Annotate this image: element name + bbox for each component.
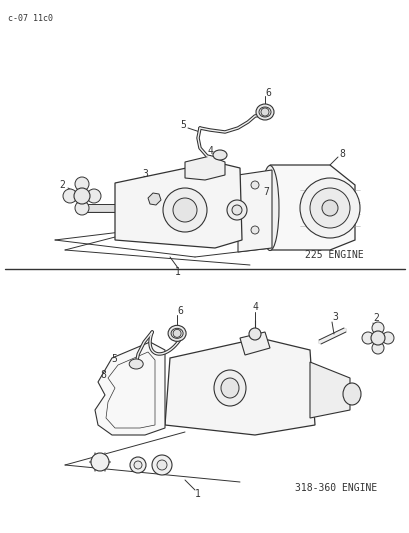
Circle shape xyxy=(157,460,166,470)
Text: 3: 3 xyxy=(142,169,148,179)
Circle shape xyxy=(370,331,384,345)
Circle shape xyxy=(91,453,109,471)
Text: 6: 6 xyxy=(264,88,270,98)
Text: 6: 6 xyxy=(177,306,182,317)
Text: 4: 4 xyxy=(252,302,257,312)
Circle shape xyxy=(134,461,142,469)
Circle shape xyxy=(371,342,383,354)
Text: 8: 8 xyxy=(338,149,344,159)
Polygon shape xyxy=(309,362,349,418)
Polygon shape xyxy=(148,193,161,205)
Text: 318-360 ENGINE: 318-360 ENGINE xyxy=(294,483,376,493)
Circle shape xyxy=(381,332,393,344)
Circle shape xyxy=(130,457,146,473)
Polygon shape xyxy=(184,156,225,180)
Text: 225 ENGINE: 225 ENGINE xyxy=(304,250,363,260)
Ellipse shape xyxy=(342,383,360,405)
Circle shape xyxy=(152,455,172,475)
Circle shape xyxy=(173,198,196,222)
Polygon shape xyxy=(239,332,270,355)
Text: 2: 2 xyxy=(372,313,378,323)
Circle shape xyxy=(87,189,101,203)
Ellipse shape xyxy=(129,359,143,369)
Circle shape xyxy=(248,328,261,340)
Ellipse shape xyxy=(261,166,278,251)
Ellipse shape xyxy=(213,370,245,406)
Text: 4: 4 xyxy=(207,146,212,156)
Text: 7: 7 xyxy=(263,187,268,197)
Circle shape xyxy=(173,329,181,337)
Polygon shape xyxy=(95,342,164,435)
Circle shape xyxy=(261,108,268,116)
Ellipse shape xyxy=(171,328,183,338)
Circle shape xyxy=(250,181,258,189)
Text: 1: 1 xyxy=(195,489,200,499)
Circle shape xyxy=(74,188,90,204)
Ellipse shape xyxy=(258,107,270,117)
Circle shape xyxy=(250,226,258,234)
Text: 8: 8 xyxy=(100,370,106,380)
Circle shape xyxy=(371,322,383,334)
Text: 5: 5 xyxy=(180,120,186,130)
Text: 1: 1 xyxy=(175,267,180,277)
Ellipse shape xyxy=(213,150,227,160)
Polygon shape xyxy=(115,162,241,248)
Circle shape xyxy=(63,189,77,203)
Circle shape xyxy=(231,205,241,215)
Circle shape xyxy=(321,200,337,216)
Circle shape xyxy=(309,188,349,228)
Circle shape xyxy=(75,201,89,215)
Circle shape xyxy=(361,332,373,344)
Polygon shape xyxy=(164,338,314,435)
Ellipse shape xyxy=(255,104,273,120)
Text: 5: 5 xyxy=(111,354,117,364)
Polygon shape xyxy=(237,170,271,252)
Polygon shape xyxy=(270,165,354,250)
Text: c-07 11c0: c-07 11c0 xyxy=(8,14,53,23)
Circle shape xyxy=(299,178,359,238)
Text: 3: 3 xyxy=(331,312,337,322)
Ellipse shape xyxy=(220,378,238,398)
Text: 2: 2 xyxy=(59,180,65,190)
Circle shape xyxy=(227,200,246,220)
Circle shape xyxy=(163,188,207,232)
Circle shape xyxy=(75,177,89,191)
Ellipse shape xyxy=(168,325,186,341)
